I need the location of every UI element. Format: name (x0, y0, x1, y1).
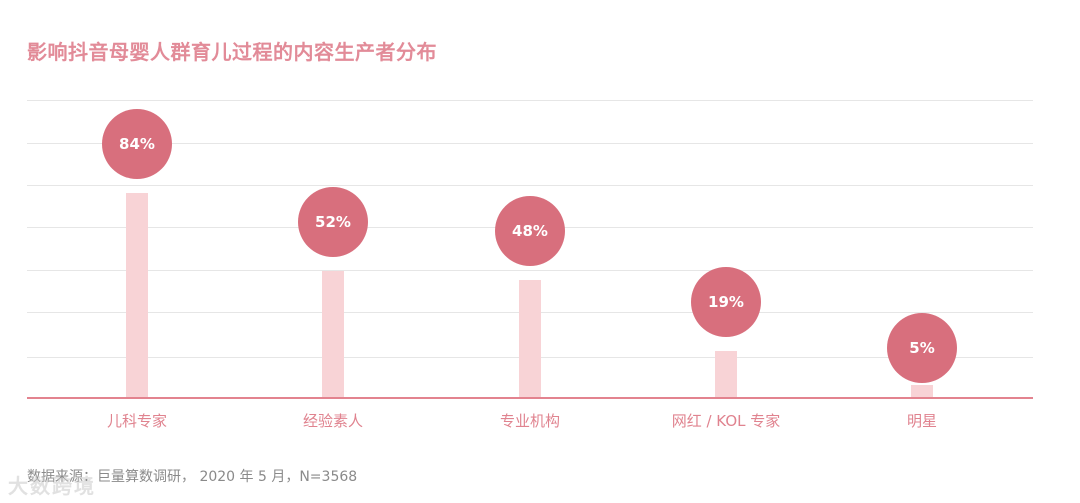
source-note: 数据来源：巨量算数调研， 2020 年 5 月，N=3568 (27, 469, 358, 485)
value-bubble: 48% (495, 196, 565, 266)
bar (715, 351, 737, 397)
x-axis-baseline (27, 397, 1033, 399)
bar (911, 385, 933, 397)
x-tick-label: 经验素人 (302, 412, 363, 430)
gridline (27, 270, 1033, 271)
value-bubble: 52% (298, 187, 368, 257)
x-tick-label: 专业机构 (499, 412, 560, 430)
x-tick-label: 网红 / KOL 专家 (671, 412, 781, 430)
chart-title: 影响抖音母婴人群育儿过程的内容生产者分布 (27, 40, 437, 64)
value-bubble: 5% (887, 313, 957, 383)
value-bubble: 19% (691, 267, 761, 337)
x-tick-label: 明星 (906, 412, 937, 430)
bar (519, 280, 541, 397)
bar (126, 193, 148, 397)
x-tick-label: 儿科专家 (106, 412, 167, 430)
gridline (27, 185, 1033, 186)
gridline (27, 143, 1033, 144)
value-bubble: 84% (102, 109, 172, 179)
bar (322, 271, 344, 397)
gridline (27, 100, 1033, 101)
watermark: 大数跨境 (8, 474, 96, 498)
